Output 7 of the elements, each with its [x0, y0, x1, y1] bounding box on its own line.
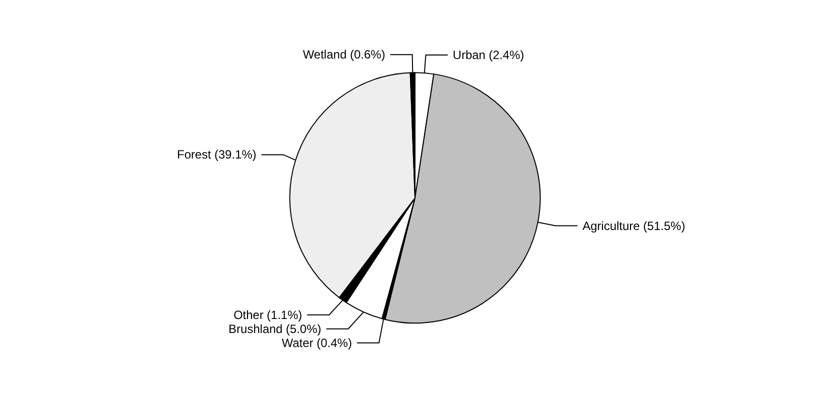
slice-label: Other (1.1%)	[233, 308, 302, 322]
slice-label: Wetland (0.6%)	[302, 48, 386, 62]
slice-label: Water (0.4%)	[282, 336, 352, 350]
slice-label: Brushland (5.0%)	[228, 322, 322, 336]
slice-label: Agriculture (51.5%)	[582, 218, 686, 233]
slice-label: Forest (39.1%)	[177, 148, 256, 162]
slice-label: Urban (2.4%)	[452, 48, 524, 62]
